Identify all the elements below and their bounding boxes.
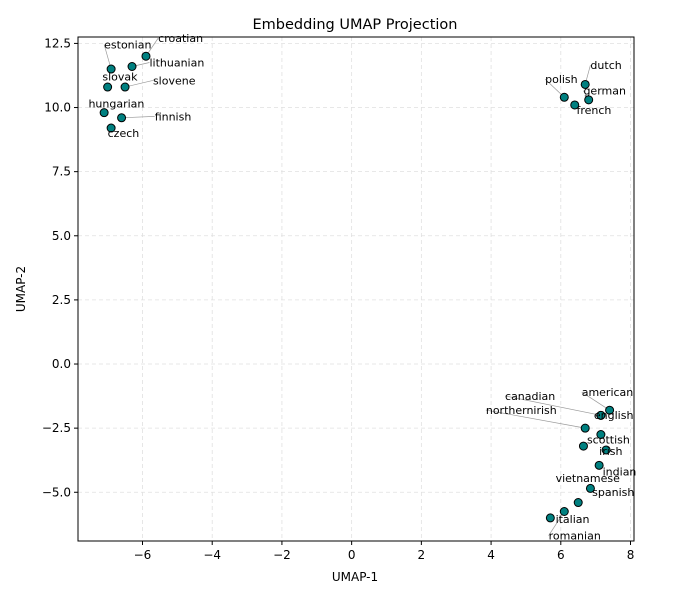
- x-tick-label: 0: [348, 548, 356, 562]
- data-point: [99, 108, 109, 118]
- leader-line: [124, 80, 154, 88]
- y-tick-label: 7.5: [52, 165, 71, 179]
- x-tick-label: 6: [557, 548, 565, 562]
- y-tick-label: 5.0: [52, 229, 71, 243]
- point-label: finnish: [155, 110, 192, 123]
- x-tick-label: −6: [134, 548, 152, 562]
- data-point: [106, 123, 116, 133]
- data-point: [559, 507, 569, 517]
- point-label: french: [576, 104, 611, 117]
- point-label: slovene: [153, 74, 196, 87]
- data-point: [117, 113, 127, 123]
- data-point: [584, 95, 594, 105]
- chart-title: Embedding UMAP Projection: [253, 17, 458, 33]
- data-point: [573, 498, 583, 508]
- point-label: romanian: [549, 530, 601, 543]
- point-label: indian: [603, 466, 637, 479]
- y-tick-label: 12.5: [44, 36, 71, 50]
- point-label: american: [582, 386, 634, 399]
- data-point: [596, 410, 606, 420]
- x-tick-label: 8: [627, 548, 635, 562]
- data-point: [570, 100, 580, 110]
- point-label: english: [594, 409, 634, 422]
- x-axis-label: UMAP-1: [332, 570, 378, 584]
- data-point: [585, 483, 595, 493]
- y-tick-label: 0.0: [52, 357, 71, 371]
- leader-line: [504, 395, 601, 416]
- data-point: [103, 82, 113, 92]
- data-point: [127, 61, 137, 71]
- point-label: czech: [108, 127, 140, 140]
- point-label: vietnamese: [556, 472, 621, 485]
- x-tick-label: −4: [203, 548, 221, 562]
- point-label: slovak: [102, 71, 138, 84]
- y-axis-ticks: −5.0 −2.5 0.0 2.5 5.0 7.5 10.0 12.5: [42, 36, 78, 499]
- data-point: [578, 441, 588, 451]
- point-label: hungarian: [88, 98, 144, 111]
- data-point: [580, 423, 590, 433]
- point-label: northernirish: [486, 404, 557, 417]
- point-label: dutch: [590, 59, 621, 72]
- data-point: [596, 430, 606, 440]
- data-point: [141, 51, 151, 61]
- y-tick-label: −5.0: [42, 485, 71, 499]
- y-tick-label: 2.5: [52, 293, 71, 307]
- data-points: [99, 51, 615, 523]
- x-tick-label: 2: [418, 548, 426, 562]
- data-point: [559, 92, 569, 102]
- point-label: estonian: [104, 39, 151, 52]
- y-axis-label: UMAP-2: [14, 266, 28, 312]
- point-label: lithuanian: [149, 56, 204, 69]
- point-labels: croatian lithuanian estonian slovak slovene h…: [88, 32, 636, 543]
- leader-line: [121, 116, 155, 119]
- data-point: [120, 82, 130, 92]
- data-point: [605, 405, 615, 415]
- y-tick-label: 10.0: [44, 101, 71, 115]
- point-label: irish: [599, 445, 622, 458]
- grid-lines: [78, 37, 634, 541]
- data-point: [601, 445, 611, 455]
- data-point: [580, 79, 590, 89]
- point-label: polish: [545, 73, 578, 86]
- data-point: [545, 513, 555, 523]
- point-label: italian: [556, 513, 590, 526]
- point-label: spanish: [592, 486, 634, 499]
- data-point: [594, 460, 604, 470]
- point-label: croatian: [158, 32, 203, 45]
- point-label: canadian: [505, 390, 555, 403]
- leader-line: [548, 511, 565, 536]
- y-tick-label: −2.5: [42, 421, 71, 435]
- leader-line: [485, 409, 586, 429]
- x-axis-ticks: −6 −4 −2 0 2 4 6 8: [134, 541, 635, 562]
- data-point: [106, 64, 116, 74]
- leader-line: [581, 391, 610, 411]
- plot-frame: [77, 36, 635, 542]
- point-label: scottish: [587, 434, 630, 447]
- x-tick-label: −2: [273, 548, 291, 562]
- point-label: german: [583, 85, 626, 98]
- x-tick-label: 4: [487, 548, 495, 562]
